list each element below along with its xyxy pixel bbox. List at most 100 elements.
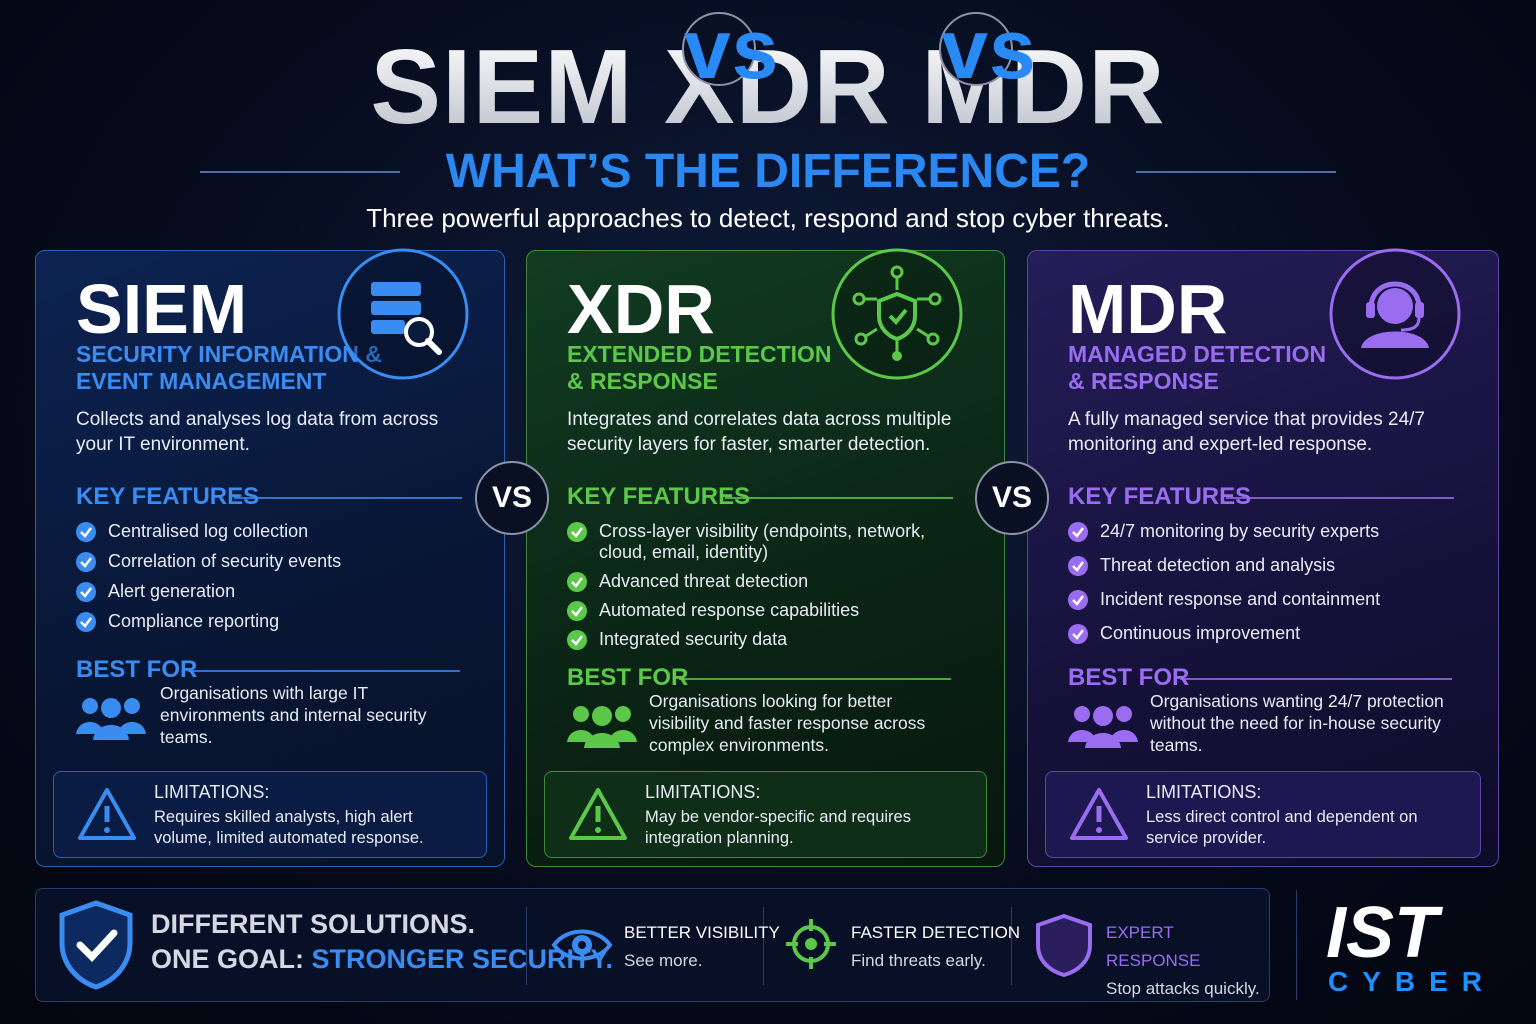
feature: Continuous improvement bbox=[1068, 623, 1468, 644]
logo: IST bbox=[1326, 893, 1439, 973]
feature: Alert generation bbox=[76, 581, 476, 602]
people-icon bbox=[76, 694, 146, 747]
shield-outline-icon bbox=[1036, 913, 1092, 977]
target-icon bbox=[786, 919, 836, 969]
limitations-heading: LIMITATIONS: bbox=[1146, 782, 1262, 802]
column-full-name: EXTENDED DETECTION & RESPONSE bbox=[567, 341, 832, 395]
check-icon bbox=[567, 601, 587, 621]
rule bbox=[1226, 497, 1454, 499]
column-full-name: MANAGED DETECTION & RESPONSE bbox=[1068, 341, 1326, 395]
rule bbox=[1180, 678, 1452, 680]
slogan-highlight: STRONGER SECURITY. bbox=[311, 944, 614, 974]
check-icon bbox=[1068, 522, 1088, 542]
check-icon bbox=[1068, 624, 1088, 644]
limitations: Requires skilled analysts, high alert vo… bbox=[154, 808, 424, 847]
separator bbox=[1296, 890, 1297, 1000]
description: Collects and analyses log data from acro… bbox=[76, 409, 439, 455]
title-vs: vs bbox=[939, 2, 1037, 96]
column-icon bbox=[831, 248, 963, 380]
feature: Threat detection and analysis bbox=[1068, 555, 1468, 576]
check-icon bbox=[76, 612, 96, 632]
key-features-heading: KEY FEATURES bbox=[567, 483, 751, 510]
limitations-box: LIMITATIONS: Less direct control and depe… bbox=[1045, 771, 1481, 858]
check-icon bbox=[567, 522, 587, 542]
check-icon bbox=[1068, 590, 1088, 610]
full-name-line: & RESPONSE bbox=[567, 368, 718, 394]
title-vs: vs bbox=[681, 2, 780, 96]
limitations-box: LIMITATIONS: Requires skilled analysts, h… bbox=[53, 771, 487, 858]
column-name: SIEM bbox=[76, 270, 248, 348]
column-name: XDR bbox=[567, 270, 715, 348]
description: A fully managed service that provides 24… bbox=[1068, 409, 1425, 455]
description: Integrates and correlates data across mu… bbox=[567, 409, 952, 455]
full-name-line: EVENT MANAGEMENT bbox=[76, 368, 327, 394]
slogan: ONE GOAL: STRONGER SECURITY. bbox=[151, 944, 613, 975]
footer-item-title: FASTER DETECTION bbox=[851, 923, 1021, 942]
limitations: May be vendor-specific and requires inte… bbox=[645, 808, 911, 847]
vs-badge: VS bbox=[975, 461, 1049, 535]
footer-item-title: BETTER VISIBILITY bbox=[624, 923, 780, 942]
warning-icon bbox=[1070, 788, 1128, 840]
rule bbox=[200, 171, 400, 173]
column-icon bbox=[1329, 248, 1461, 380]
full-name-line: EXTENDED DETECTION bbox=[567, 341, 832, 367]
separator bbox=[1011, 907, 1012, 985]
limitations: Less direct control and dependent on ser… bbox=[1146, 808, 1418, 847]
separator bbox=[763, 907, 764, 985]
panel: MDR MANAGED DETECTION & RESPONSE A fully ma… bbox=[1027, 248, 1499, 867]
best-for-heading: BEST FOR bbox=[1068, 664, 1190, 691]
key-features-heading: KEY FEATURES bbox=[76, 483, 260, 510]
best-for-heading: BEST FOR bbox=[76, 656, 198, 683]
warning-icon bbox=[78, 788, 136, 840]
title: SIEM vs XDR vs MDR bbox=[0, 2, 1536, 162]
best-for: Organisations wanting 24/7 protection wi… bbox=[1150, 691, 1444, 755]
people-svg bbox=[567, 706, 637, 748]
slogan-goal: ONE GOAL: bbox=[151, 944, 304, 974]
column-icon bbox=[337, 248, 469, 380]
check-icon bbox=[1068, 556, 1088, 576]
tagline: Three powerful approaches to detect, res… bbox=[366, 203, 1170, 233]
rule bbox=[1136, 171, 1336, 173]
feature: Advanced threat detection bbox=[567, 571, 967, 592]
rule bbox=[679, 678, 951, 680]
separator bbox=[526, 907, 527, 985]
full-name-line: SECURITY INFORMATION & bbox=[76, 341, 382, 367]
shield-icon bbox=[59, 900, 133, 990]
footer: DIFFERENT SOLUTIONS. ONE GOAL: STRONGER … bbox=[35, 888, 1270, 1002]
subtitle: WHAT’S THE DIFFERENCE? bbox=[445, 145, 1091, 198]
feature: Compliance reporting bbox=[76, 611, 476, 632]
limitations-box: LIMITATIONS: May be vendor-specific and r… bbox=[544, 771, 987, 858]
limitations-heading: LIMITATIONS: bbox=[154, 782, 270, 802]
full-name-line: & RESPONSE bbox=[1068, 368, 1219, 394]
check-icon bbox=[567, 630, 587, 650]
check-icon bbox=[567, 572, 587, 592]
full-name-line: MANAGED DETECTION bbox=[1068, 341, 1327, 367]
limitations-heading: LIMITATIONS: bbox=[645, 782, 761, 802]
footer-item: EXPERT RESPONSE Stop attacks quickly. bbox=[1106, 919, 1269, 1003]
column-name: MDR bbox=[1068, 270, 1228, 348]
rule bbox=[234, 497, 462, 499]
best-for-heading: BEST FOR bbox=[567, 664, 689, 691]
logo-sub: CYBER bbox=[1328, 966, 1497, 997]
warning-icon bbox=[569, 788, 627, 840]
panel: SIEM SECURITY INFORMATION & EVENT MANAGEME… bbox=[35, 248, 505, 867]
feature: Integrated security data bbox=[567, 629, 967, 650]
column-full-name: SECURITY INFORMATION & EVENT MANAGEMENT bbox=[76, 341, 382, 395]
people-svg bbox=[1068, 706, 1138, 748]
footer-item-text: Find threats early. bbox=[851, 951, 986, 970]
rule bbox=[725, 497, 953, 499]
best-for: Organisations with large IT environments… bbox=[160, 683, 427, 747]
feature: Centralised log collection bbox=[76, 521, 476, 542]
footer-item-text: See more. bbox=[624, 951, 703, 970]
feature-list: Cross-layer visibility (endpoints, netwo… bbox=[567, 521, 967, 658]
feature: 24/7 monitoring by security experts bbox=[1068, 521, 1468, 542]
check-icon bbox=[76, 582, 96, 602]
eye-icon bbox=[551, 929, 613, 961]
footer-item: FASTER DETECTION Find threats early. bbox=[851, 919, 1020, 975]
rule bbox=[188, 670, 460, 672]
panel: XDR EXTENDED DETECTION & RESPONSE Integrate… bbox=[526, 248, 1005, 867]
feature: Cross-layer visibility (endpoints, netwo… bbox=[567, 521, 967, 563]
vs-badge: VS bbox=[475, 461, 549, 535]
